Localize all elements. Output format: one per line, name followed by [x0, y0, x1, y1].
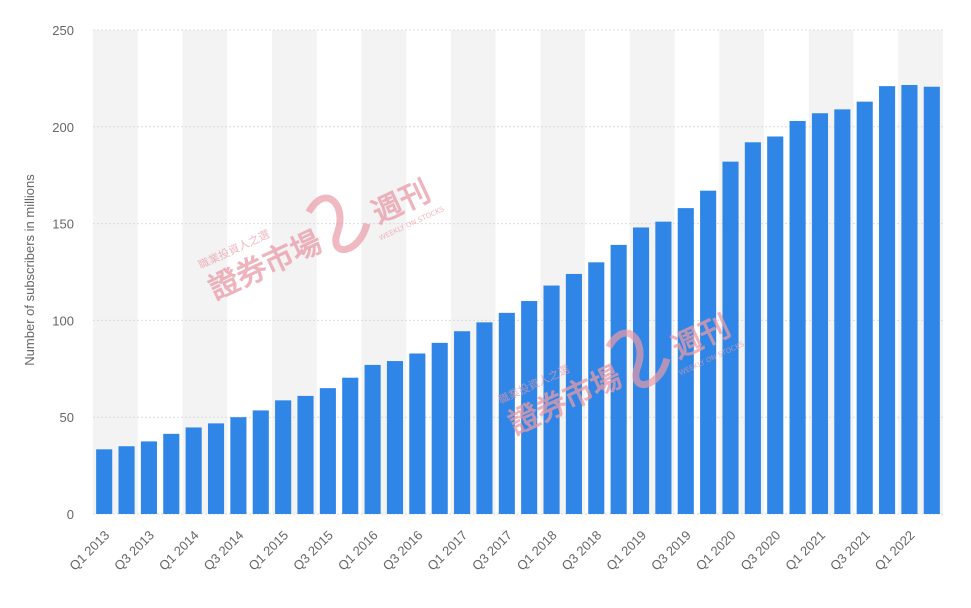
bar	[364, 364, 381, 514]
bar	[588, 262, 605, 514]
bar	[923, 86, 940, 515]
x-tick-label: Q3 2013	[111, 528, 157, 574]
bar	[297, 395, 314, 514]
watermark-swirl-icon	[305, 194, 371, 253]
y-tick-label: 150	[52, 217, 74, 232]
x-tick-label: Q3 2014	[201, 528, 247, 574]
bar	[856, 101, 873, 514]
bar	[275, 400, 292, 514]
y-axis-label: Number of subscribers in millions	[22, 174, 37, 366]
bar	[565, 273, 582, 514]
x-tick-label: Q1 2021	[782, 528, 828, 574]
bar	[185, 427, 202, 514]
bar	[632, 227, 650, 515]
bar	[901, 84, 918, 515]
bar	[230, 417, 247, 514]
x-tick-label: Q1 2019	[603, 528, 649, 574]
y-tick-label: 0	[67, 507, 74, 522]
x-tick-label: Q3 2021	[827, 528, 873, 574]
x-tick-label: Q1 2015	[245, 528, 291, 574]
x-tick-label: Q1 2016	[335, 528, 381, 574]
bar	[342, 377, 359, 514]
bar	[386, 361, 404, 514]
x-tick-label: Q3 2015	[290, 528, 336, 574]
bar	[677, 208, 694, 514]
bar	[498, 312, 515, 514]
bar	[722, 161, 739, 514]
bar	[409, 353, 426, 514]
x-tick-label: Q1 2018	[514, 528, 560, 574]
bar	[431, 342, 448, 514]
bar	[700, 190, 717, 515]
bar	[118, 446, 135, 514]
bar	[834, 109, 851, 514]
bar	[207, 423, 225, 514]
x-tick-label: Q3 2019	[648, 528, 694, 574]
x-tick-label: Q3 2016	[380, 528, 426, 574]
bar	[811, 113, 829, 515]
watermark-swirl-icon	[605, 329, 671, 388]
bar	[879, 86, 896, 515]
bar	[96, 449, 113, 514]
bar	[140, 441, 157, 514]
watermark-logo: 職業投資人之選 證券市場 週刊 WEEKLY ON STOCKS	[196, 174, 446, 307]
y-tick-label: 100	[52, 313, 74, 328]
bar-series	[96, 84, 940, 515]
x-tick-label: Q3 2017	[469, 528, 515, 574]
x-tick-label: Q1 2013	[66, 528, 112, 574]
bar	[163, 433, 180, 514]
x-tick-label: Q1 2020	[693, 528, 739, 574]
bar	[789, 120, 806, 514]
bar	[476, 322, 493, 514]
bar	[543, 285, 560, 514]
background-band	[93, 30, 138, 514]
bar	[521, 301, 538, 514]
x-tick-label: Q3 2020	[737, 528, 783, 574]
x-tick-label: Q1 2022	[872, 528, 918, 574]
x-tick-label: Q3 2018	[559, 528, 605, 574]
bar	[252, 410, 269, 514]
bar	[744, 142, 761, 514]
y-tick-label: 200	[52, 120, 74, 135]
y-axis-ticks: 0 50 100 150 200 250	[52, 23, 74, 522]
x-tick-label: Q1 2014	[156, 528, 202, 574]
y-tick-label: 50	[60, 410, 74, 425]
bar	[319, 388, 336, 514]
bar	[767, 136, 784, 515]
bar	[610, 244, 627, 514]
x-tick-label: Q1 2017	[424, 528, 470, 574]
bar	[454, 331, 471, 514]
y-tick-label: 250	[52, 23, 74, 38]
